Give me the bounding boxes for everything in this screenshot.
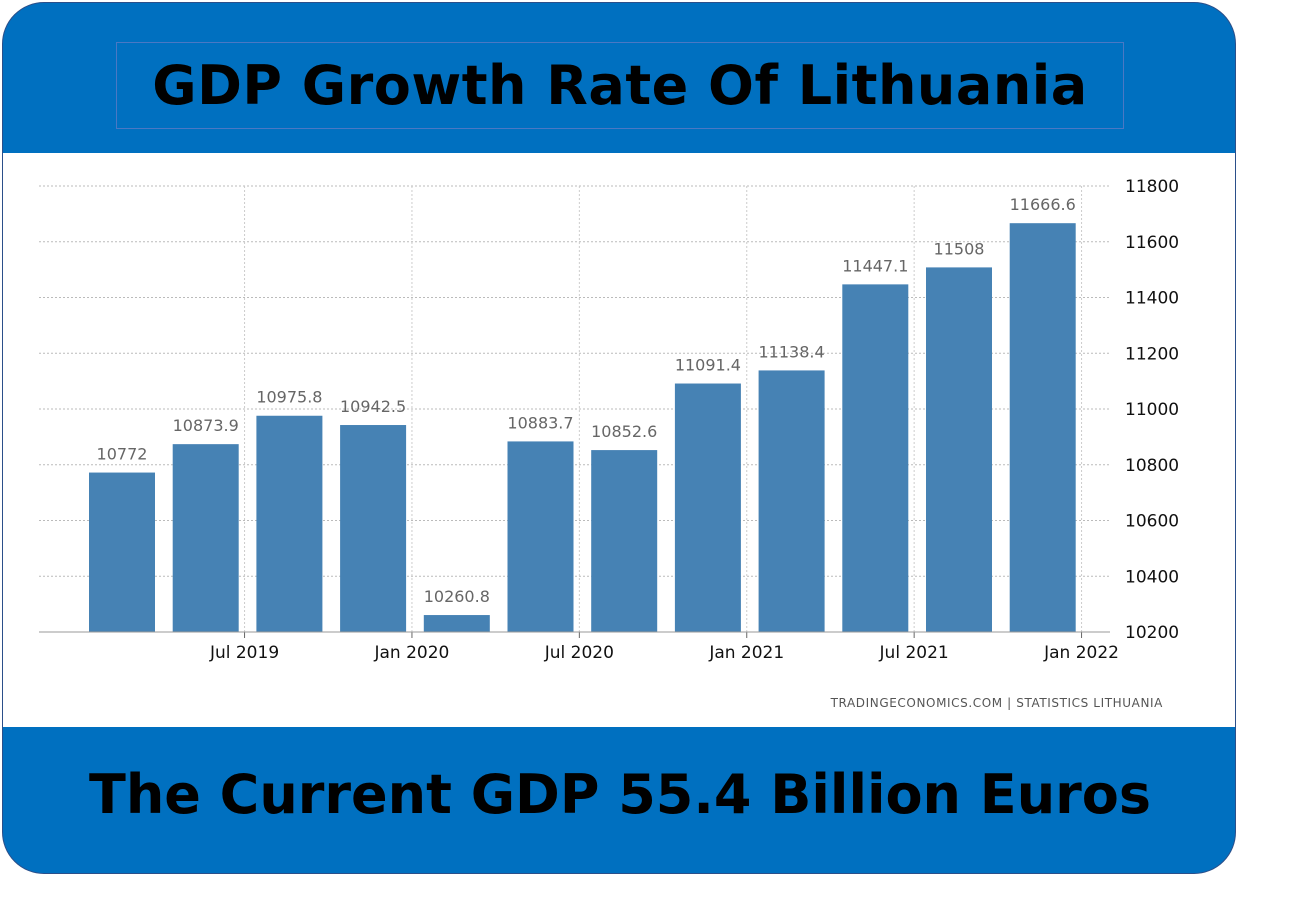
bar-value-label: 11666.6	[1010, 195, 1076, 214]
bar	[758, 370, 825, 632]
bar	[926, 267, 992, 632]
footer-banner: The Current GDP 55.4 Billion Euros	[3, 727, 1235, 873]
bar	[89, 472, 155, 632]
bar	[172, 444, 239, 632]
bar-value-label: 10873.9	[173, 416, 239, 435]
y-tick-label: 10600	[1125, 512, 1179, 532]
x-tick-label: Jul 2021	[879, 643, 949, 663]
x-tick-label: Jul 2019	[209, 643, 279, 663]
chart-title: GDP Growth Rate Of Lithuania	[152, 54, 1088, 117]
bar	[674, 383, 741, 632]
bar-value-label: 11508	[934, 239, 985, 258]
bar-value-label: 10260.8	[424, 587, 490, 606]
y-tick-label: 11200	[1125, 344, 1179, 364]
bar-chart: 10200 10400 10600 10800 11000 11200 11400 11600…	[39, 177, 1179, 663]
x-tick-label: Jan 2022	[1043, 643, 1119, 663]
card: GDP Growth Rate Of Lithuania 10200 10400 1…	[2, 2, 1236, 874]
y-tick-label: 10400	[1125, 567, 1179, 587]
bar	[256, 415, 323, 632]
x-tick-label: Jul 2020	[544, 643, 614, 663]
bar	[423, 615, 490, 632]
y-tick-label: 11000	[1125, 400, 1179, 420]
bar-value-label: 10883.7	[507, 413, 573, 432]
bar-value-label: 11447.1	[842, 256, 908, 275]
bar-value-label: 10772	[97, 445, 148, 464]
bar	[507, 441, 574, 632]
x-tick-label: Jan 2020	[374, 643, 450, 663]
bar-value-label: 10975.8	[256, 388, 322, 407]
title-box: GDP Growth Rate Of Lithuania	[116, 42, 1124, 129]
bar	[842, 284, 909, 632]
bar-value-label: 11138.4	[759, 342, 825, 361]
y-tick-label: 11400	[1125, 289, 1179, 309]
y-tick-label: 11600	[1125, 233, 1179, 253]
bar	[1009, 223, 1076, 632]
footer-text: The Current GDP 55.4 Billion Euros	[88, 762, 1152, 826]
bar	[340, 425, 407, 632]
bar-value-label: 10852.6	[591, 422, 657, 441]
bar	[591, 450, 658, 632]
x-tick-label: Jan 2021	[708, 643, 784, 663]
y-tick-label: 10800	[1125, 456, 1179, 476]
y-tick-label: 11800	[1125, 177, 1179, 197]
y-tick-label: 10200	[1125, 623, 1179, 643]
bar-value-label: 11091.4	[675, 356, 741, 375]
plot-area: 10200 10400 10600 10800 11000 11200 11400 11600…	[3, 153, 1235, 727]
bar-value-label: 10942.5	[340, 397, 406, 416]
source-credit: TRADINGECONOMICS.COM | STATISTICS LITHUA…	[830, 696, 1163, 710]
